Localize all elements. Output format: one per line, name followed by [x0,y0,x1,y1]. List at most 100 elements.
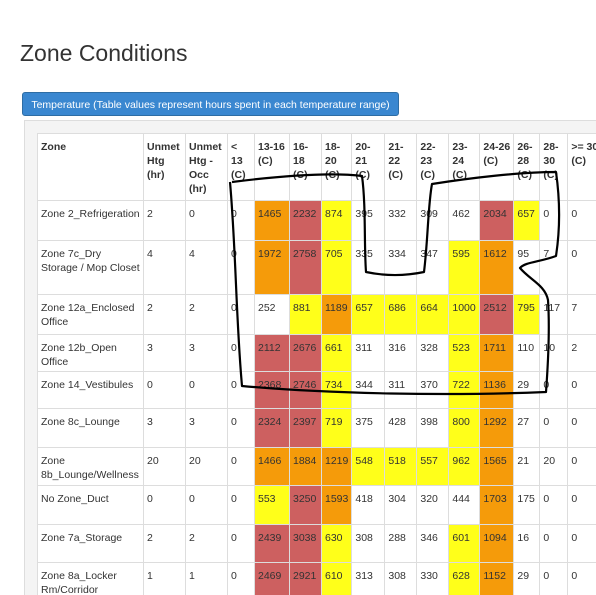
hours-cell: 1612 [479,240,515,295]
header-row: Zone Unmet Htg (hr) Unmet Htg - Occ (hr) < … [37,133,596,201]
column-header: 13-16 (C) [254,133,290,201]
column-header: Unmet Htg - Occ (hr) [185,133,228,201]
hours-cell: 3250 [289,485,322,525]
temperature-tab[interactable]: Temperature (Table values represent hour… [22,92,399,116]
hours-cell: 0 [567,485,596,525]
zone-name: No Zone_Duct [37,485,144,525]
column-header: >= 30 (C) [567,133,596,201]
hours-cell: 0 [143,485,186,525]
hours-cell: 2758 [289,240,322,295]
column-header: 24-26 (C) [479,133,515,201]
hours-cell: 734 [320,371,353,409]
hours-cell: 309 [416,200,450,241]
hours-cell: 2469 [254,562,290,595]
zone-name: Zone 12a_Enclosed Office [37,294,144,335]
hours-cell: 2324 [254,408,290,448]
hours-cell: 117 [539,294,569,335]
hours-cell: 1972 [254,240,290,295]
column-header: 23-24 (C) [448,133,481,201]
hours-cell: 1593 [320,485,353,525]
hours-cell: 3 [185,334,228,372]
hours-cell: 0 [185,200,228,241]
hours-cell: 313 [351,562,386,595]
hours-cell: 330 [416,562,450,595]
hours-cell: 657 [351,294,386,335]
hours-cell: 0 [227,200,255,241]
hours-cell: 444 [448,485,481,525]
hours-cell: 288 [384,524,418,563]
hours-cell: 628 [448,562,481,595]
hours-cell: 2112 [254,334,290,372]
hours-cell: 334 [384,240,418,295]
zone-name: Zone 7a_Storage [37,524,144,563]
hours-cell: 27 [513,408,541,448]
hours-cell: 20 [185,447,228,486]
hours-cell: 1465 [254,200,290,241]
table-row: Zone 8b_Lounge/Wellness 20 20 0 1466 1884 1219… [37,447,596,486]
hours-cell: 719 [320,408,353,448]
hours-cell: 523 [448,334,481,372]
column-header: 26-28 (C) [513,133,541,201]
column-header: 22-23 (C) [416,133,450,201]
column-header: 20-21 (C) [351,133,386,201]
table-row: Zone 7a_Storage 2 2 0 2439 3038 630 308 288 346 60… [37,524,596,563]
hours-cell: 0 [539,408,569,448]
hours-cell: 0 [567,447,596,486]
hours-cell: 3 [143,334,186,372]
column-header: < 13 (C) [227,133,255,201]
hours-cell: 0 [185,371,228,409]
hours-cell: 0 [227,408,255,448]
hours-cell: 0 [567,408,596,448]
hours-cell: 881 [289,294,322,335]
hours-cell: 2 [185,294,228,335]
hours-cell: 0 [227,485,255,525]
hours-cell: 0 [227,371,255,409]
hours-cell: 0 [227,562,255,595]
hours-cell: 0 [567,240,596,295]
hours-cell: 1152 [479,562,515,595]
zone-name: Zone 14_Vestibules [37,371,144,409]
zone-name: Zone 12b_Open Office [37,334,144,372]
zone-name: Zone 8c_Lounge [37,408,144,448]
hours-cell: 311 [384,371,418,409]
hours-cell: 1000 [448,294,481,335]
hours-cell: 2 [567,334,596,372]
hours-cell: 557 [416,447,450,486]
hours-cell: 335 [351,240,386,295]
hours-cell: 2 [143,524,186,563]
hours-cell: 20 [143,447,186,486]
hours-cell: 0 [567,200,596,241]
zone-name: Zone 7c_Dry Storage / Mop Closet [37,240,144,295]
hours-cell: 1565 [479,447,515,486]
hours-cell: 3038 [289,524,322,563]
column-header: 21-22 (C) [384,133,418,201]
hours-cell: 2368 [254,371,290,409]
table-row: Zone 14_Vestibules 0 0 0 2368 2746 734 344 311 37… [37,371,596,409]
hours-cell: 722 [448,371,481,409]
hours-cell: 29 [513,562,541,595]
hours-cell: 21 [513,447,541,486]
table-row: No Zone_Duct 0 0 0 553 3250 1593 418 304 320 444 17… [37,485,596,525]
hours-cell: 3 [185,408,228,448]
hours-cell: 2512 [479,294,515,335]
hours-cell: 595 [448,240,481,295]
hours-cell: 1094 [479,524,515,563]
table-row: Zone 8c_Lounge 3 3 0 2324 2397 719 375 428 398 800… [37,408,596,448]
hours-cell: 2921 [289,562,322,595]
hours-cell: 0 [539,371,569,409]
hours-cell: 0 [539,485,569,525]
hours-cell: 1 [143,562,186,595]
hours-cell: 0 [567,562,596,595]
hours-cell: 175 [513,485,541,525]
hours-cell: 2232 [289,200,322,241]
hours-cell: 962 [448,447,481,486]
hours-cell: 601 [448,524,481,563]
hours-cell: 328 [416,334,450,372]
hours-cell: 7 [539,240,569,295]
zone-name: Zone 8a_Locker Rm/Corridor [37,562,144,595]
hours-cell: 311 [351,334,386,372]
page-title: Zone Conditions [20,40,188,66]
hours-cell: 0 [227,294,255,335]
hours-cell: 874 [320,200,353,241]
